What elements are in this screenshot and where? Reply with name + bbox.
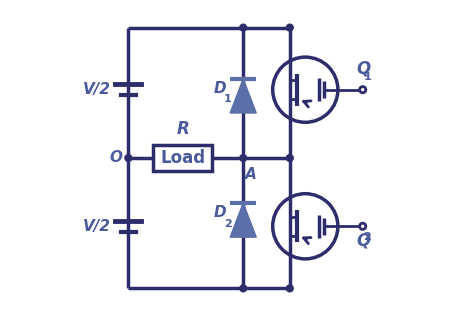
Text: R: R (176, 120, 189, 138)
Circle shape (240, 155, 246, 161)
Circle shape (240, 285, 246, 292)
Polygon shape (230, 79, 256, 113)
Text: 2: 2 (224, 219, 232, 228)
Text: Q: Q (356, 59, 371, 77)
Text: V/2: V/2 (82, 219, 110, 234)
Text: 1: 1 (224, 94, 232, 104)
Circle shape (286, 24, 293, 31)
Circle shape (286, 285, 293, 292)
Text: O: O (109, 150, 122, 166)
Polygon shape (230, 203, 256, 237)
Text: 2: 2 (364, 232, 371, 242)
Text: Q: Q (356, 232, 371, 250)
Text: D: D (214, 81, 227, 96)
FancyBboxPatch shape (153, 145, 212, 171)
Text: 1: 1 (364, 72, 371, 82)
Text: Load: Load (160, 149, 205, 167)
Circle shape (286, 155, 293, 161)
Text: D: D (214, 205, 227, 220)
Text: V/2: V/2 (82, 82, 110, 97)
Circle shape (125, 155, 132, 161)
Text: A: A (245, 167, 256, 182)
Circle shape (240, 24, 246, 31)
